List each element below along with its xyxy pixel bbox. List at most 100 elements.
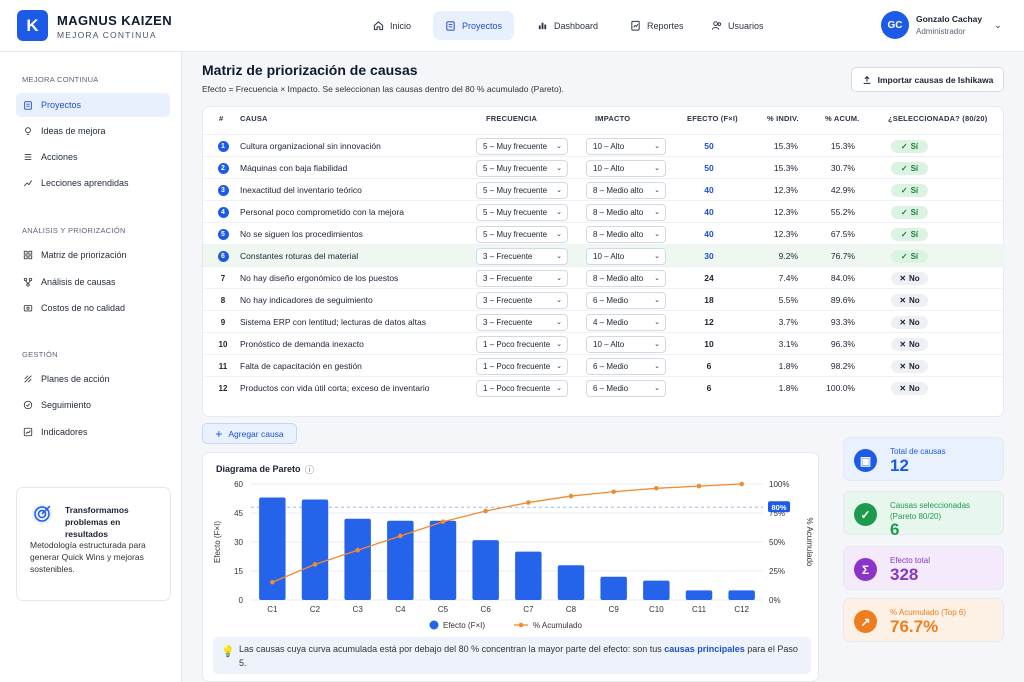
brand-name: MAGNUS KAIZEN <box>57 13 172 28</box>
selected-badge: ✓ Sí <box>891 250 928 263</box>
impact-select[interactable]: 8 – Medio alto ⌄ <box>586 226 666 243</box>
cumulative-point-c8 <box>568 493 574 499</box>
page-title: Matriz de priorización de causas <box>202 62 418 78</box>
report-icon <box>631 20 640 31</box>
pct-cumulative: 93.3% <box>830 317 855 327</box>
nav-usuarios[interactable]: Usuarios <box>699 11 776 40</box>
sidebar-item-acciones[interactable]: Acciones <box>16 145 170 169</box>
bar-c12 <box>728 590 755 600</box>
sidebar-item-matriz[interactable]: Matriz de priorización <box>16 243 170 267</box>
note-link[interactable]: causas principales <box>664 644 745 654</box>
effect-value: 40 <box>704 229 714 239</box>
kpi-value: 76.7% <box>890 617 939 636</box>
badge-label: No <box>909 340 920 349</box>
sidebar-item-label: Costos de no calidad <box>41 303 126 313</box>
frequency-select[interactable]: 5 – Muy frecuente ⌄ <box>476 204 568 221</box>
pareto-chart: 0 15 30 45 60 0% 25% 50% 75% 100% 80% C1 C2 C3 C4 C5 C6 C… <box>213 480 814 630</box>
nav-dashboard[interactable]: Dashboard <box>525 11 610 40</box>
chevron-down-icon: ⌄ <box>654 275 660 282</box>
select-value: 1 – Poco frecuente <box>483 384 551 393</box>
frequency-select[interactable]: 3 – Frecuente ⌄ <box>476 292 568 309</box>
table-row: 3 Inexactitud del inventario teórico 5 – M… <box>203 178 1005 200</box>
effect-value: 10 <box>704 339 714 349</box>
sidebar-item-analisis[interactable]: Análisis de causas <box>16 270 170 294</box>
pct-individual: 7.4% <box>778 273 798 283</box>
chevron-down-icon: ⌄ <box>654 165 660 172</box>
impact-select[interactable]: 6 – Medio ⌄ <box>586 380 666 397</box>
y2-tick-label: 75% <box>769 509 785 518</box>
nav-label: Inicio <box>390 20 412 31</box>
y-tick-label: 15 <box>234 567 243 576</box>
y-tick-label: 45 <box>234 509 243 518</box>
kpi-label: Causas seleccionadas (Pareto 80/20) <box>890 501 971 521</box>
x-tick-label: C9 <box>609 605 620 614</box>
x-tick-label: C12 <box>734 605 749 614</box>
impact-select[interactable]: 8 – Medio alto ⌄ <box>586 204 666 221</box>
users-icon <box>711 21 722 30</box>
check-icon: ✓ <box>900 186 908 195</box>
page-subtitle: Efecto = Frecuencia × Impacto. Se selecc… <box>202 84 564 94</box>
frequency-select[interactable]: 1 – Poco frecuente ⌄ <box>476 336 568 353</box>
frequency-select[interactable]: 5 – Muy frecuente ⌄ <box>476 182 568 199</box>
chevron-down-icon[interactable]: ⌄ <box>994 19 1002 30</box>
pct-individual: 1.8% <box>778 383 798 393</box>
trend-icon <box>23 180 33 187</box>
kpi-card: ▣ Total de causas 12 <box>843 437 1004 481</box>
add-cause-button[interactable]: + Agregar causa <box>202 423 297 444</box>
x-tick-label: C2 <box>310 605 321 614</box>
select-value: 5 – Muy frecuente <box>483 230 548 239</box>
kpi-card: ✓ Causas seleccionadas (Pareto 80/20) 6 <box>843 491 1004 539</box>
table-row: 4 Personal poco comprometido con la mejor… <box>203 200 1005 222</box>
sidebar-item-label: Acciones <box>41 152 78 162</box>
nav-proyectos[interactable]: Proyectos <box>433 11 515 40</box>
x-tick-label: C8 <box>566 605 577 614</box>
cause-name: No hay diseño ergonómico de los puestos <box>240 273 399 283</box>
select-value: 1 – Poco frecuente <box>483 340 551 349</box>
select-value: 8 – Medio alto <box>593 230 644 239</box>
user-menu[interactable]: GC Gonzalo Cachay Administrador ⌄ <box>881 11 1002 39</box>
table-row: 5 No se siguen los procedimientos 5 – Muy … <box>203 222 1005 244</box>
brand-logo[interactable]: K <box>17 10 48 41</box>
sidebar-item-planes[interactable]: Planes de acción <box>16 367 170 391</box>
frequency-select[interactable]: 3 – Frecuente ⌄ <box>476 314 568 331</box>
x-tick-label: C6 <box>481 605 492 614</box>
impact-select[interactable]: 6 – Medio ⌄ <box>586 358 666 375</box>
chevron-down-icon: ⌄ <box>556 297 562 304</box>
bar-c8 <box>557 565 585 600</box>
frequency-select[interactable]: 1 – Poco frecuente ⌄ <box>476 380 568 397</box>
frequency-select[interactable]: 5 – Muy frecuente ⌄ <box>476 160 568 177</box>
frequency-select[interactable]: 3 – Frecuente ⌄ <box>476 248 568 265</box>
impact-select[interactable]: 10 – Alto ⌄ <box>586 138 666 155</box>
sidebar-item-ideas[interactable]: Ideas de mejora <box>16 119 170 143</box>
import-ishikawa-button[interactable]: Importar causas de Ishikawa <box>851 67 1004 92</box>
close-icon: ✕ <box>899 274 907 283</box>
note-text-end: para el Paso 5. <box>239 644 798 668</box>
sidebar-item-indicadores[interactable]: Indicadores <box>16 420 170 444</box>
impact-select[interactable]: 10 – Alto ⌄ <box>586 248 666 265</box>
impact-select[interactable]: 8 – Medio alto ⌄ <box>586 182 666 199</box>
sidebar-item-lecciones[interactable]: Lecciones aprendidas <box>16 171 170 195</box>
sidebar-item-seguimiento[interactable]: Seguimiento <box>16 393 170 417</box>
nav-reportes[interactable]: Reportes <box>618 11 696 40</box>
frequency-select[interactable]: 5 – Muy frecuente ⌄ <box>476 138 568 155</box>
nav-inicio[interactable]: Inicio <box>361 11 423 40</box>
info-icon[interactable]: ⓘ <box>305 465 315 475</box>
table-row: 11 Falta de capacitación en gestión 1 – Po… <box>203 354 1005 376</box>
impact-select[interactable]: 10 – Alto ⌄ <box>586 160 666 177</box>
row-number: 10 <box>218 339 228 349</box>
sidebar-item-proyectos[interactable]: Proyectos <box>16 93 170 117</box>
frequency-select[interactable]: 1 – Poco frecuente ⌄ <box>476 358 568 375</box>
sidebar-item-costos[interactable]: Costos de no calidad <box>16 296 170 320</box>
frequency-select[interactable]: 5 – Muy frecuente ⌄ <box>476 226 568 243</box>
chevron-down-icon: ⌄ <box>556 209 562 216</box>
pct-cumulative: 84.0% <box>830 273 855 283</box>
impact-select[interactable]: 6 – Medio ⌄ <box>586 292 666 309</box>
cumulative-point-c4 <box>398 533 403 539</box>
pct-individual: 12.3% <box>773 229 798 239</box>
impact-select[interactable]: 8 – Medio alto ⌄ <box>586 270 666 287</box>
frequency-select[interactable]: 3 – Frecuente ⌄ <box>476 270 568 287</box>
x-tick-label: C3 <box>353 605 364 614</box>
impact-select[interactable]: 10 – Alto ⌄ <box>586 336 666 353</box>
impact-select[interactable]: 4 – Medio ⌄ <box>586 314 666 331</box>
chevron-down-icon: ⌄ <box>654 143 660 150</box>
